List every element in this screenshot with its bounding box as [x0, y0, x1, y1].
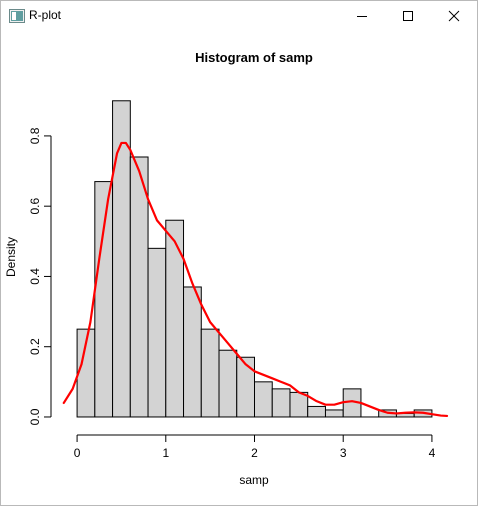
histogram-bar [272, 389, 290, 417]
title-bar[interactable]: R-plot [1, 1, 477, 31]
y-tick-label: 0.4 [28, 268, 42, 285]
x-axis: 0 1 2 3 4 [74, 435, 436, 460]
maximize-icon [402, 10, 414, 22]
histogram-bar [237, 357, 255, 417]
histogram-bar [148, 248, 166, 417]
histogram-bar [95, 182, 113, 417]
histogram-bar [113, 101, 131, 417]
minimize-button[interactable] [339, 1, 385, 31]
y-tick-label: 0.2 [28, 338, 42, 355]
histogram-bar [166, 220, 184, 417]
y-tick-label: 0.8 [28, 127, 42, 144]
x-tick-label: 2 [251, 446, 258, 460]
histogram-bar [290, 392, 308, 417]
histogram-bar [130, 157, 148, 417]
histogram-bar [201, 329, 219, 417]
r-plot-app-icon [9, 9, 25, 23]
histogram-bar [325, 410, 343, 417]
y-tick-label: 0.6 [28, 198, 42, 215]
chart-title: Histogram of samp [195, 50, 313, 65]
histogram-bar [308, 406, 326, 417]
close-button[interactable] [431, 1, 477, 31]
x-tick-label: 1 [162, 446, 169, 460]
y-tick-label: 0.0 [28, 408, 42, 425]
x-axis-label: samp [239, 473, 269, 487]
histogram-bar [255, 382, 273, 417]
histogram-bar [219, 350, 237, 417]
x-tick-label: 0 [74, 446, 81, 460]
y-axis: 0.0 0.2 0.4 0.6 0.8 [28, 127, 51, 425]
histogram-bar [184, 287, 202, 417]
x-tick-label: 3 [340, 446, 347, 460]
minimize-icon [356, 10, 368, 22]
window-title: R-plot [29, 8, 61, 22]
x-tick-label: 4 [429, 446, 436, 460]
close-icon [448, 10, 460, 22]
maximize-button[interactable] [385, 1, 431, 31]
y-axis-label: Density [4, 237, 18, 277]
